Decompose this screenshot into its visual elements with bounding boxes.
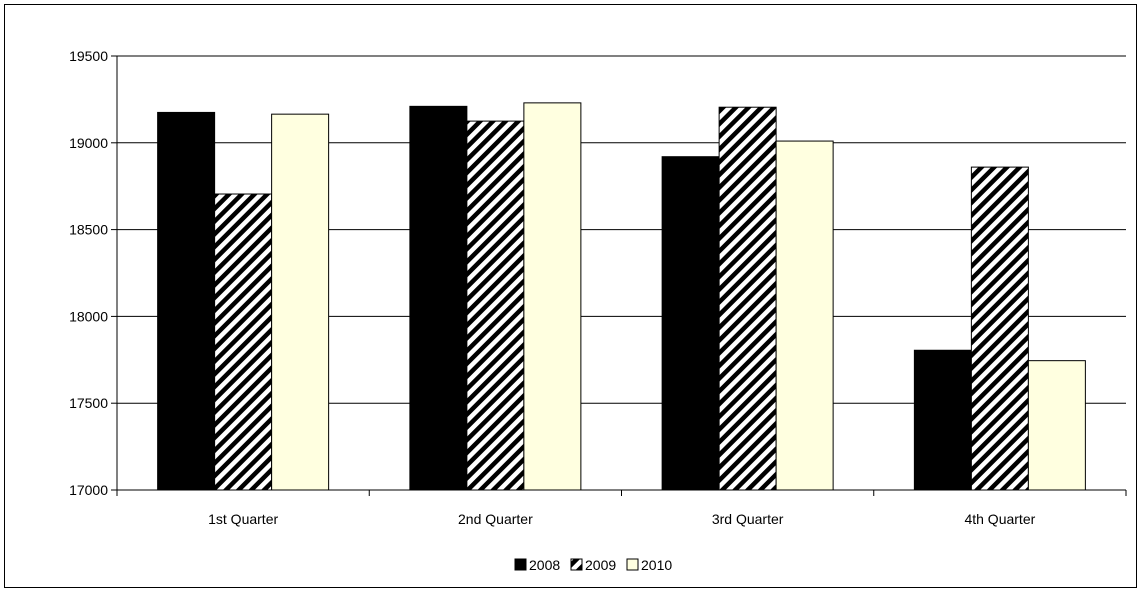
bar-2009-q3 bbox=[718, 106, 777, 491]
bar-2008-q4 bbox=[913, 349, 972, 491]
y-tick-label: 18500 bbox=[69, 222, 108, 238]
bar-2008-q3 bbox=[661, 156, 720, 491]
legend-swatch-2010 bbox=[626, 558, 639, 571]
y-tick-label: 17000 bbox=[69, 482, 108, 498]
x-tick-labels: 1st Quarter 2nd Quarter 3rd Quarter 4th Qua… bbox=[208, 511, 1036, 527]
x-tick-label: 1st Quarter bbox=[208, 511, 278, 527]
bar-2008-q1 bbox=[157, 111, 216, 491]
legend-label-2009: 2009 bbox=[585, 557, 616, 573]
bar-2008-q2 bbox=[409, 105, 468, 491]
legend-label-2010: 2010 bbox=[641, 557, 672, 573]
bar-2009-q4 bbox=[970, 166, 1029, 491]
x-tick-label: 3rd Quarter bbox=[712, 511, 784, 527]
legend-label-2008: 2008 bbox=[529, 557, 560, 573]
y-tick-label: 19500 bbox=[69, 48, 108, 64]
y-tick-label: 18000 bbox=[69, 308, 108, 324]
x-tick-label: 4th Quarter bbox=[964, 511, 1035, 527]
bar-2010-q4 bbox=[1027, 360, 1086, 491]
x-tick-label: 2nd Quarter bbox=[458, 511, 533, 527]
y-tick-label: 19000 bbox=[69, 135, 108, 151]
bars bbox=[157, 102, 1086, 491]
bar-2010-q3 bbox=[775, 140, 834, 491]
y-tick-label: 17500 bbox=[69, 395, 108, 411]
bar-2010-q1 bbox=[271, 113, 330, 491]
legend: 2008 2009 2010 bbox=[514, 557, 672, 573]
bar-2009-q2 bbox=[466, 120, 525, 491]
legend-swatch-2009 bbox=[570, 558, 583, 571]
legend-swatch-2008 bbox=[514, 558, 527, 571]
bar-2010-q2 bbox=[523, 102, 582, 491]
bar-2009-q1 bbox=[214, 193, 273, 491]
y-tick-labels: 17000 17500 18000 18500 19000 19500 bbox=[69, 48, 108, 498]
